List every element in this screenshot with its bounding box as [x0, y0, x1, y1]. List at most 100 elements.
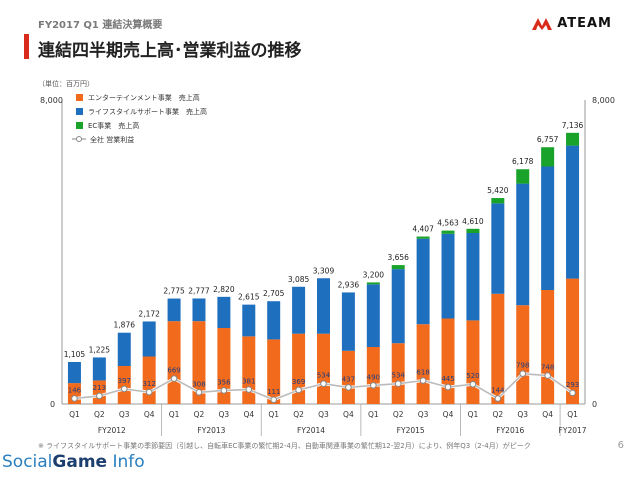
x-tick-label: Q2 — [293, 410, 304, 419]
bar-segment-entertainment — [92, 380, 106, 404]
bar-segment-lifestyle — [416, 238, 430, 325]
bar-total-label: 2,615 — [238, 293, 260, 302]
fiscal-year-label: FY2015 — [397, 426, 425, 435]
op-profit-point — [295, 386, 302, 394]
bar-total-label: 5,420 — [487, 186, 509, 195]
op-profit-label: 397 — [118, 377, 131, 385]
bar-segment-lifestyle — [366, 284, 380, 347]
op-profit-label: 520 — [466, 372, 479, 380]
bar-segment-entertainment — [541, 290, 555, 404]
x-tick-label: Q2 — [393, 410, 404, 419]
ateam-logo-icon — [532, 17, 553, 30]
bar-total-label: 1,105 — [64, 350, 86, 359]
bar-segment-lifestyle — [192, 298, 206, 322]
legend-label: EC事業 売上高 — [88, 121, 139, 130]
op-profit-label: 798 — [516, 362, 529, 370]
watermark: SocialGame Info — [2, 452, 145, 472]
title-accent-bar — [24, 34, 29, 59]
bar-segment-ec — [516, 169, 530, 184]
bar-segment-lifestyle — [391, 269, 405, 344]
op-profit-point — [195, 388, 203, 396]
op-profit-point — [245, 386, 253, 393]
legend-swatch — [76, 108, 83, 115]
bar-total-label: 2,775 — [163, 287, 185, 296]
bar-segment-lifestyle — [292, 286, 306, 334]
x-tick-label: Q1 — [567, 410, 578, 419]
legend-label: ライフスタイルサポート事業 売上高 — [88, 107, 207, 116]
bar-segment-lifestyle — [267, 301, 281, 340]
op-profit-label: 312 — [142, 380, 155, 388]
bar-total-label: 1,225 — [89, 345, 111, 354]
company-logo: ATEAM — [531, 16, 612, 31]
bar-total-label: 2,820 — [213, 285, 235, 294]
legend-swatch — [76, 94, 83, 101]
fiscal-year-label: FY2017 — [559, 426, 587, 435]
op-profit-label: 111 — [267, 388, 280, 396]
bar-segment-lifestyle — [67, 362, 81, 384]
bar-total-label: 2,705 — [263, 289, 285, 298]
x-tick-label: Q3 — [119, 410, 130, 419]
y-right-tick-max: 8,000 — [592, 96, 615, 105]
x-tick-label: Q1 — [468, 410, 479, 419]
op-profit-label: 534 — [392, 372, 406, 380]
x-tick-label: Q3 — [517, 410, 528, 419]
bar-segment-entertainment — [466, 320, 480, 404]
bar-segment-lifestyle — [117, 332, 131, 366]
bar-segment-lifestyle — [541, 166, 555, 290]
watermark-part1: Social — [2, 452, 53, 472]
op-profit-label: 369 — [292, 378, 305, 386]
op-profit-label: 534 — [317, 372, 331, 380]
bar-segment-entertainment — [441, 318, 455, 404]
op-profit-label: 669 — [167, 367, 180, 375]
bar-segment-ec — [566, 132, 580, 146]
x-tick-label: Q1 — [69, 410, 80, 419]
op-profit-label: 356 — [217, 378, 231, 386]
bar-segment-lifestyle — [341, 292, 355, 351]
watermark-part2: Game — [52, 452, 108, 472]
bar-segment-lifestyle — [516, 183, 530, 306]
op-profit-point — [270, 396, 277, 404]
logo-text: ATEAM — [557, 16, 612, 31]
op-profit-point — [370, 382, 377, 389]
x-tick-label: Q4 — [343, 410, 354, 419]
y-left-tick-zero: 0 — [50, 400, 55, 409]
op-profit-label: 308 — [192, 380, 205, 388]
fiscal-year-label: FY2014 — [297, 426, 325, 435]
bar-segment-ec — [441, 230, 455, 234]
bar-segment-ec — [391, 265, 405, 270]
bar-total-label: 6,178 — [512, 157, 534, 166]
y-left-tick-max: 8,000 — [40, 96, 63, 105]
x-tick-label: Q1 — [368, 410, 379, 419]
x-tick-label: Q2 — [194, 410, 205, 419]
bar-total-label: 3,085 — [288, 275, 310, 284]
op-profit-point — [444, 383, 452, 391]
bar-segment-entertainment — [491, 293, 505, 404]
bar-segment-entertainment — [366, 347, 380, 404]
op-profit-point — [394, 380, 402, 388]
fiscal-year-label: FY2016 — [496, 426, 524, 435]
bar-total-label: 3,309 — [313, 266, 335, 275]
op-profit-label: 437 — [342, 375, 355, 383]
bar-total-label: 4,407 — [412, 225, 434, 234]
bar-segment-entertainment — [117, 366, 131, 404]
bar-total-label: 7,136 — [562, 121, 584, 130]
op-profit-point — [96, 392, 103, 400]
bar-total-label: 3,656 — [387, 253, 409, 262]
op-profit-label: 144 — [491, 387, 505, 395]
bar-segment-lifestyle — [441, 233, 455, 319]
op-profit-point — [494, 395, 502, 402]
op-profit-point — [544, 372, 551, 379]
x-tick-label: Q4 — [243, 410, 254, 419]
legend-swatch — [76, 122, 83, 129]
bar-segment-ec — [466, 228, 480, 233]
legend-label: 全社 営業利益 — [90, 135, 134, 144]
op-profit-label: 490 — [367, 373, 380, 381]
bar-total-label: 2,777 — [188, 286, 210, 295]
op-profit-point — [569, 389, 576, 397]
op-profit-point — [419, 377, 427, 384]
op-profit-point — [220, 387, 228, 394]
bar-segment-ec — [491, 198, 505, 204]
bar-total-label: 2,172 — [138, 309, 160, 318]
op-profit-label: 381 — [242, 378, 255, 386]
bar-segment-lifestyle — [566, 145, 580, 279]
